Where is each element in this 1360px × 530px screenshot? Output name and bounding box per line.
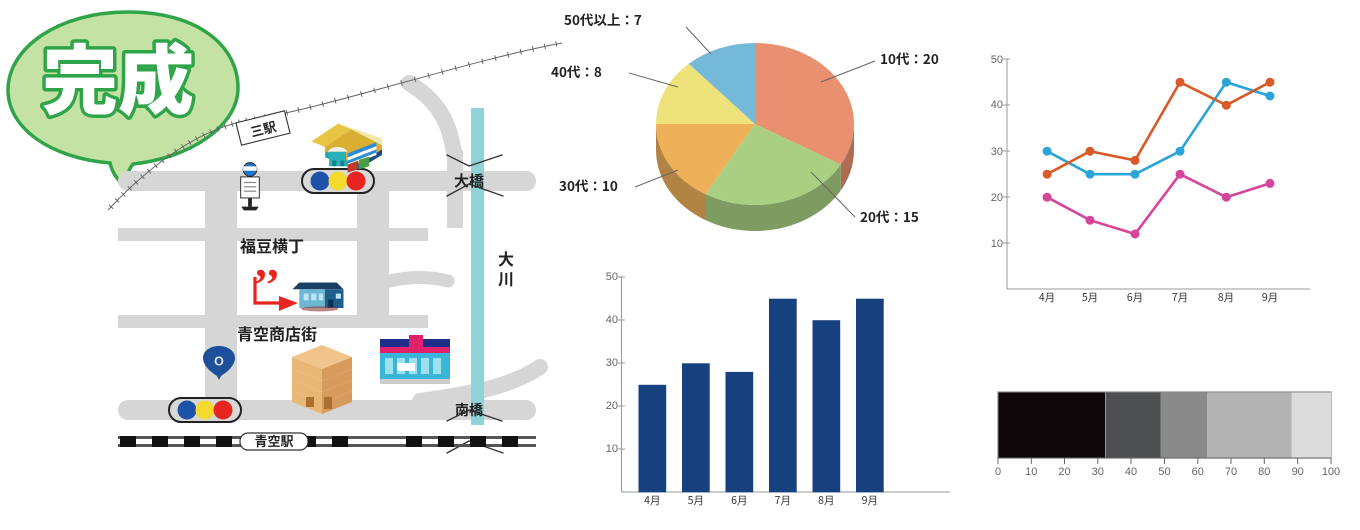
svg-text:7月: 7月 — [775, 493, 791, 508]
svg-text:10代：20: 10代：20 — [880, 48, 939, 68]
svg-text:50代以上：7: 50代以上：7 — [564, 9, 642, 29]
svg-text:40代：8: 40代：8 — [551, 61, 602, 81]
svg-text:9月: 9月 — [862, 493, 878, 508]
svg-text:完成: 完成 — [42, 20, 194, 130]
svg-text:20: 20 — [991, 192, 1003, 204]
svg-text:10: 10 — [991, 238, 1003, 250]
svg-text:福豆横丁: 福豆横丁 — [240, 233, 304, 257]
svg-text:20: 20 — [1058, 466, 1070, 478]
svg-text:青空駅: 青空駅 — [254, 431, 293, 450]
svg-text:90: 90 — [1292, 466, 1304, 478]
svg-text:8月: 8月 — [818, 493, 834, 508]
svg-text:40: 40 — [606, 314, 618, 326]
svg-text:0: 0 — [995, 466, 1001, 478]
svg-text:60: 60 — [1192, 466, 1204, 478]
svg-text:50: 50 — [606, 271, 618, 283]
svg-text:5月: 5月 — [688, 493, 704, 508]
svg-text:青空商店街: 青空商店街 — [237, 321, 317, 345]
svg-text:5月: 5月 — [1082, 290, 1098, 305]
svg-text:6月: 6月 — [1127, 290, 1143, 305]
svg-text:9月: 9月 — [1262, 290, 1278, 305]
svg-text:50: 50 — [1158, 466, 1170, 478]
svg-text:80: 80 — [1258, 466, 1270, 478]
svg-text:20: 20 — [606, 400, 618, 412]
svg-text:10: 10 — [606, 443, 618, 455]
svg-text:70: 70 — [1225, 466, 1237, 478]
svg-text:10: 10 — [1025, 466, 1037, 478]
svg-text:南橋: 南橋 — [455, 400, 483, 420]
svg-text:4月: 4月 — [1039, 290, 1055, 305]
svg-text:20代：15: 20代：15 — [860, 206, 919, 226]
svg-text:川: 川 — [498, 266, 514, 290]
svg-text:100: 100 — [1322, 466, 1340, 478]
svg-text:8月: 8月 — [1218, 290, 1234, 305]
svg-text:大橋: 大橋 — [454, 170, 484, 191]
svg-text:30: 30 — [1092, 466, 1104, 478]
svg-text:40: 40 — [1125, 466, 1137, 478]
svg-text:50: 50 — [991, 54, 1003, 66]
svg-text:30: 30 — [606, 357, 618, 369]
svg-text:40: 40 — [991, 99, 1003, 111]
svg-text:6月: 6月 — [731, 493, 747, 508]
svg-text:30代：10: 30代：10 — [559, 175, 618, 195]
svg-text:4月: 4月 — [644, 493, 660, 508]
svg-text:O: O — [214, 355, 224, 369]
svg-text:30: 30 — [991, 146, 1003, 158]
svg-text:7月: 7月 — [1172, 290, 1188, 305]
